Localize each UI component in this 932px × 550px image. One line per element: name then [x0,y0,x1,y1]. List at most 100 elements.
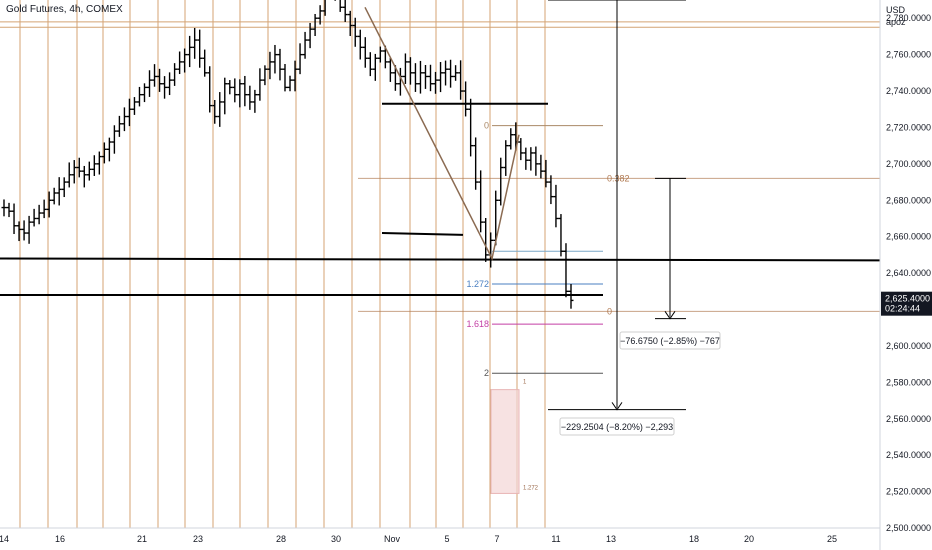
x-tick-label: 16 [55,534,65,544]
ohlc-bar [81,165,87,188]
ohlc-bar [111,125,117,154]
ohlc-bar [11,203,17,235]
session-vertical-lines [19,0,546,528]
ohlc-bar [342,0,348,22]
ohlc-bar [167,72,173,96]
fib-label: 0 [607,306,612,316]
ohlc-bar [307,22,313,49]
measure-label: −76.6750 (−2.85%) −767 [620,336,720,346]
ohlc-bar [538,154,544,179]
ohlc-bar [172,63,178,86]
y-tick-label: 2,560.0000 [886,414,931,424]
ohlc-bar [488,232,494,268]
ohlc-bar [126,98,132,127]
ohlc-bar [498,157,504,206]
y-tick-label: 2,760.0000 [886,50,931,60]
currency-code: USD [886,5,906,15]
ohlc-bar [322,0,326,16]
ohlc-bar [548,175,554,205]
fib-label: 0 [484,121,489,131]
fib-label: 1.272 [523,485,539,491]
ohlc-bar [136,86,142,107]
y-tick-label: 2,780.0000 [886,13,931,23]
ohlc-bar [177,51,183,75]
ohlc-bar [36,204,42,225]
ohlc-bar [377,46,383,63]
ohlc-bar [267,51,273,80]
ohlc-bar [242,75,248,107]
y-tick-label: 2,500.0000 [886,523,931,533]
y-tick-label: 2,660.0000 [886,232,931,242]
countdown: 02:24:44 [885,304,920,314]
currency-label[interactable]: USD apoz [886,4,906,28]
fib-label: 1.618 [466,319,489,329]
ohlc-bar [262,65,268,86]
ohlc-bar [182,48,188,73]
y-tick-label: 2,680.0000 [886,195,931,205]
x-tick-label: 30 [331,534,341,544]
ohlc-bar [252,89,258,113]
price-axis: 2,500.0000 2,520.0000 2,540.0000 2,560.0000… [879,0,932,550]
measure-arrow [664,311,676,320]
ohlc-bar [483,218,489,262]
ohlc-bar [16,221,22,242]
fib-levels: 0 1.272 1.618 2 0.382 0 1 1.272 [358,121,880,494]
ohlc-bar [407,57,413,85]
ohlc-bars [1,0,574,309]
ohlc-bar [272,44,278,74]
x-tick-label: 28 [276,534,286,544]
fib-label: 0.382 [607,173,630,183]
ohlc-bar [518,138,524,161]
measure-label: −229.2504 (−8.20%) −2,293 [561,422,673,432]
x-tick-label: 7 [494,534,499,544]
ohlc-bar [382,45,388,69]
ohlc-bar [282,64,288,92]
ohlc-bar [312,13,318,37]
ohlc-bar [121,107,127,132]
y-tick-label: 2,640.0000 [886,268,931,278]
ohlc-bar [463,81,469,117]
ohlc-bar [96,151,102,175]
x-tick-label: 20 [744,534,754,544]
ohlc-bar [1,199,7,217]
ohlc-bar [528,147,534,171]
measure-label-box [619,331,721,350]
ohlc-bar [187,35,193,68]
y-tick-label: 2,600.0000 [886,341,931,351]
ohlc-bar [247,85,253,110]
ohlc-bar [433,71,439,94]
ohlc-bar [222,77,228,115]
ohlc-bar [66,162,72,188]
ohlc-bar [51,187,57,205]
ohlc-bar [352,17,358,47]
ohlc-bar [417,60,423,94]
ohlc-bar [523,147,529,170]
last-price-tag [881,291,932,316]
x-tick-label: 18 [689,534,699,544]
ohlc-bar [387,57,393,82]
x-tick-label: 11 [551,534,560,544]
x-tick-label: 13 [606,534,616,544]
ohlc-bar [473,137,479,190]
ohlc-bar [141,83,147,103]
ohlc-bar [61,177,67,198]
ohlc-bar [362,37,368,68]
ohlc-bar [232,78,238,103]
ohlc-bar [227,80,233,95]
ohlc-bar [543,159,549,188]
x-tick-label: 23 [193,534,203,544]
ohlc-bar [453,65,459,81]
ohlc-bar [558,214,564,257]
ohlc-bar [563,243,569,298]
scale-label: apoz [886,17,906,27]
measure-tools: −76.6750 (−2.85%) −767 −229.2504 (−8.20%)… [548,0,721,436]
ohlc-bar [402,53,408,84]
ohlc-bar [207,66,213,113]
ohlc-bar [91,155,97,176]
x-tick-label: 5 [444,534,449,544]
ohlc-bar [493,190,499,246]
ohlc-bar [197,29,203,68]
ohlc-bar [412,63,418,92]
ohlc-bar [147,70,153,97]
